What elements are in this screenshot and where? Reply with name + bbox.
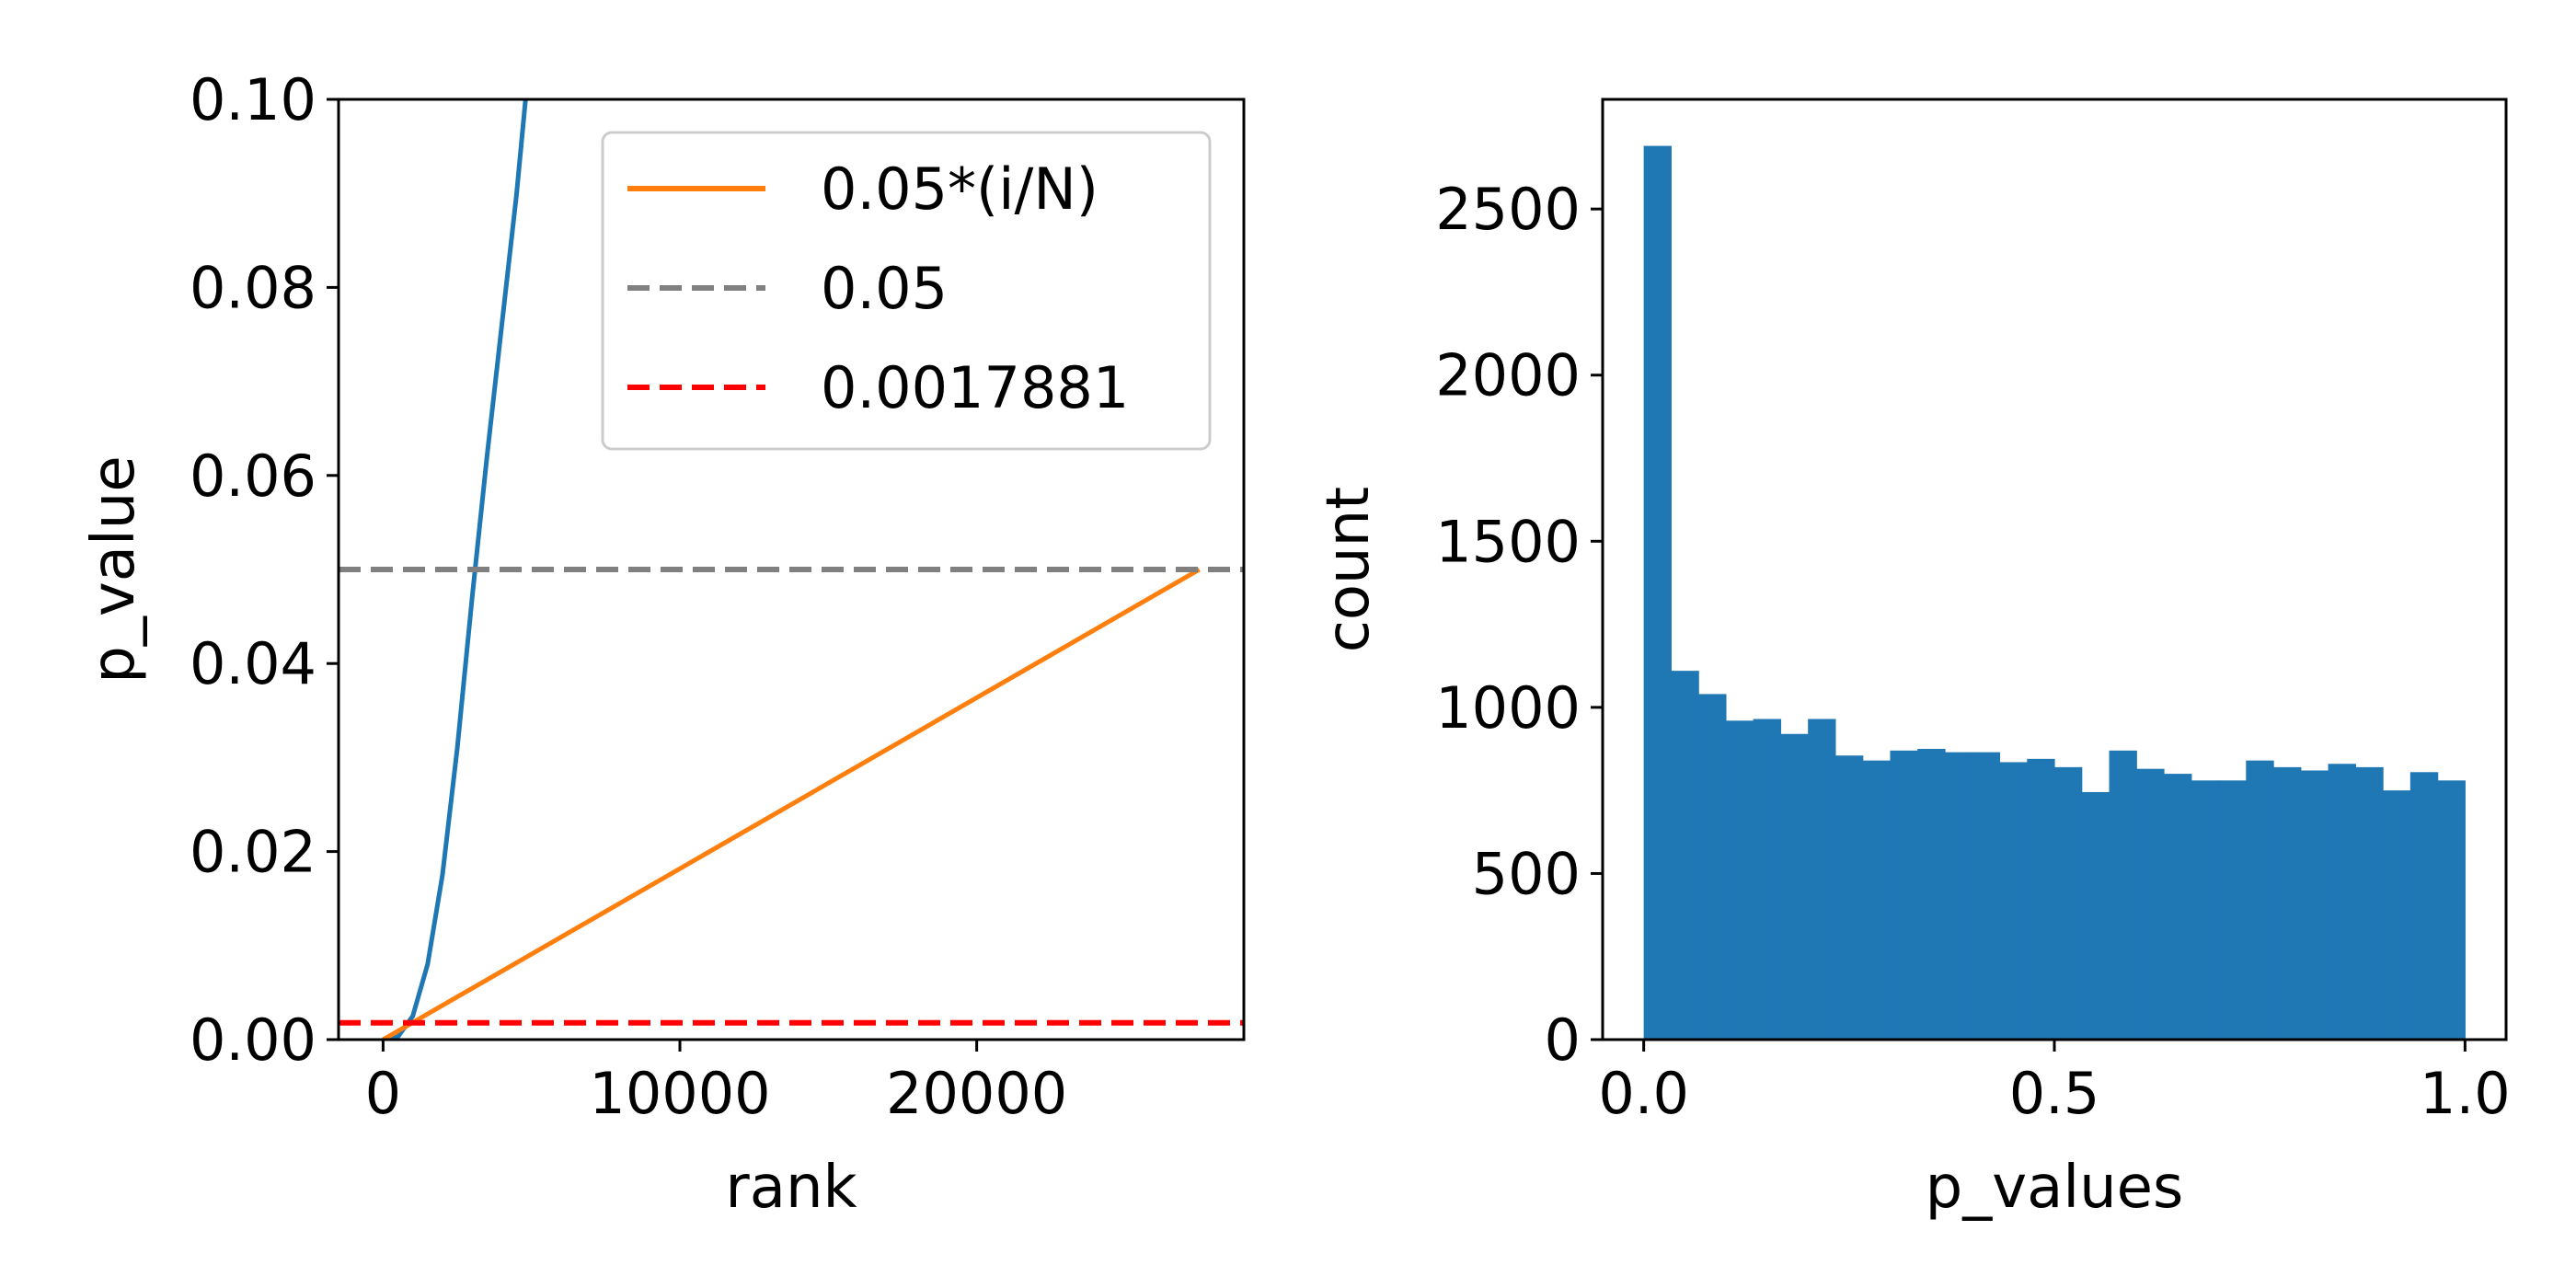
right-plot-pvalue-histogram: 0.0 0.5 1.0 0 500 1000 1500 2000 2500 p_values cou… bbox=[1315, 98, 2511, 1222]
x-tick-label: 20000 bbox=[886, 1060, 1067, 1127]
left-plot-lines bbox=[339, 99, 1244, 1040]
histogram-bar bbox=[1890, 750, 1918, 1040]
legend-entry-label: 0.05*(i/N) bbox=[821, 155, 1098, 223]
histogram-bar bbox=[2383, 790, 2411, 1040]
histogram-bar bbox=[1698, 694, 1727, 1040]
legend-entry-label: 0.05 bbox=[821, 255, 948, 322]
y-tick-label: 2500 bbox=[1435, 176, 1581, 243]
series-line-0.05*(i/N) bbox=[382, 567, 1201, 1040]
histogram-bar bbox=[2355, 766, 2384, 1040]
y-axis-label: count bbox=[1315, 487, 1383, 653]
x-axis-label: p_values bbox=[1926, 1154, 2184, 1222]
histogram-bar bbox=[1972, 752, 2001, 1040]
histogram-bar bbox=[2054, 766, 2083, 1040]
x-tick-label: 0.5 bbox=[2009, 1060, 2100, 1127]
histogram-bar bbox=[2246, 760, 2274, 1040]
y-axis-label: p_value bbox=[80, 455, 148, 683]
histogram-bar bbox=[1862, 760, 1892, 1040]
histogram-bar bbox=[1834, 755, 1864, 1040]
x-tick-label: 0 bbox=[365, 1060, 401, 1127]
histogram-bar bbox=[2081, 791, 2110, 1040]
histogram-bar bbox=[1999, 762, 2028, 1040]
histogram-bar bbox=[1671, 671, 1699, 1040]
y-tick-label: 0.02 bbox=[190, 819, 316, 886]
histogram-bar bbox=[2300, 770, 2329, 1040]
y-tick-label: 0 bbox=[1545, 1006, 1581, 1074]
histogram-bar bbox=[1725, 720, 1754, 1040]
histogram-bar bbox=[2437, 780, 2466, 1040]
y-tick-label: 0.10 bbox=[190, 66, 316, 133]
histogram-bar bbox=[2218, 780, 2247, 1040]
y-tick-label: 500 bbox=[1472, 840, 1581, 907]
histogram-bar bbox=[1643, 145, 1672, 1041]
histogram-bar bbox=[1917, 749, 1946, 1040]
histogram-bar bbox=[2328, 764, 2356, 1040]
histogram-bar bbox=[1944, 752, 1973, 1040]
x-tick-label: 10000 bbox=[589, 1060, 770, 1127]
x-axis-label: rank bbox=[725, 1154, 857, 1222]
histogram-bar bbox=[1808, 719, 1836, 1040]
histogram-bar bbox=[1780, 733, 1809, 1040]
legend: 0.05*(i/N) 0.05 0.0017881 bbox=[601, 131, 1212, 451]
y-tick-label: 0.08 bbox=[190, 254, 316, 321]
legend-box bbox=[601, 131, 1212, 451]
histogram-bar bbox=[2109, 750, 2137, 1040]
legend-entry-label: 0.0017881 bbox=[821, 354, 1129, 421]
left-plot-rank-vs-pvalue: 0 10000 20000 0.00 0.02 0.04 0.06 0.08 0.10 rank p… bbox=[80, 66, 1246, 1222]
y-tick-label: 1500 bbox=[1435, 508, 1581, 575]
x-tick-label: 1.0 bbox=[2420, 1060, 2511, 1127]
left-plot-frame bbox=[337, 98, 1246, 1041]
histogram-bar bbox=[2027, 758, 2055, 1040]
histogram-bar bbox=[2273, 766, 2302, 1040]
histogram-bar bbox=[2409, 772, 2439, 1040]
histogram-bar bbox=[2164, 774, 2192, 1040]
histogram-bars bbox=[1643, 145, 2466, 1041]
histogram-bar bbox=[2136, 768, 2165, 1040]
y-tick-label: 0.06 bbox=[190, 443, 316, 510]
histogram-bar bbox=[2191, 780, 2220, 1040]
y-tick-label: 0.00 bbox=[190, 1006, 316, 1074]
y-tick-label: 2000 bbox=[1435, 342, 1581, 409]
y-tick-label: 0.04 bbox=[190, 630, 316, 697]
histogram-bar bbox=[1753, 719, 1782, 1040]
x-tick-label: 0.0 bbox=[1598, 1060, 1689, 1127]
y-tick-label: 1000 bbox=[1435, 674, 1581, 742]
